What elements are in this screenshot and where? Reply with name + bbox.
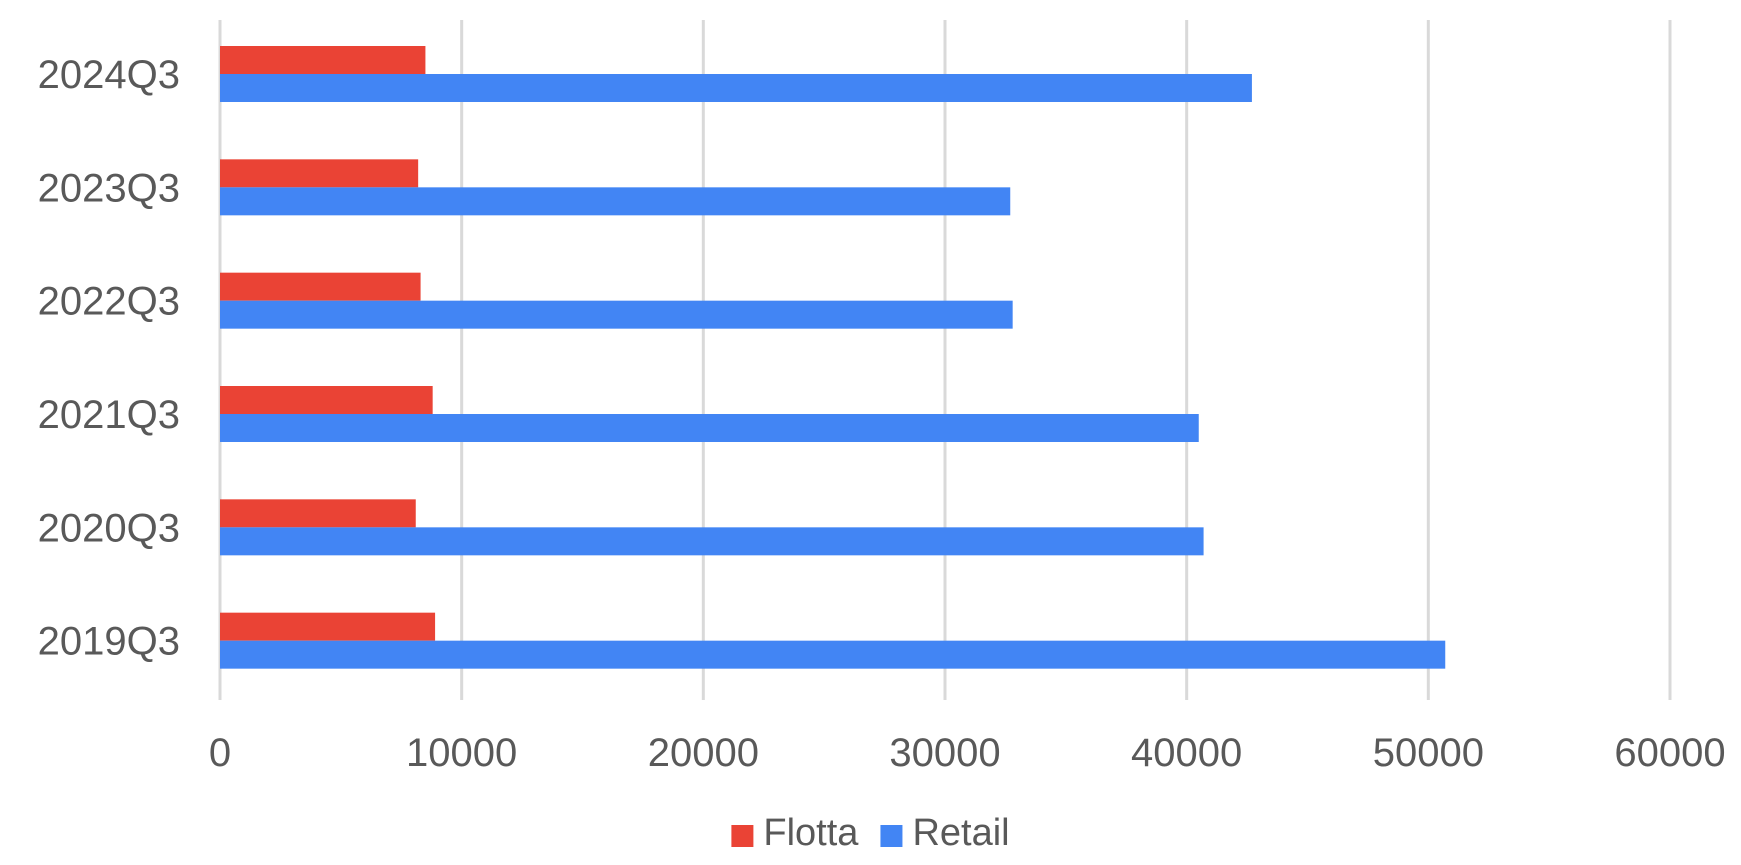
x-tick-label-20000: 20000	[648, 731, 759, 775]
bar-retail-2022q3	[220, 300, 1013, 329]
bar-flotta-2022q3	[220, 272, 421, 301]
legend-label-retail: Retail	[912, 812, 1009, 854]
category-label-2021q3: 2021Q3	[38, 393, 180, 437]
value-axis: 0 10000 20000 30000 40000 50000 60000	[209, 731, 1726, 775]
bar-flotta-2020q3	[220, 499, 416, 528]
category-label-2023q3: 2023Q3	[38, 166, 180, 210]
x-tick-label-10000: 10000	[406, 731, 517, 775]
x-tick-label-50000: 50000	[1373, 731, 1484, 775]
bar-flotta-2021q3	[220, 386, 433, 414]
bar-retail-2024q3	[220, 74, 1252, 102]
legend-swatch-retail	[880, 825, 903, 847]
bar-retail-2020q3	[220, 527, 1204, 556]
category-label-2020q3: 2020Q3	[38, 506, 180, 550]
gridlines	[218, 20, 1672, 700]
bar-retail-2023q3	[220, 187, 1011, 216]
legend: Flotta Retail	[731, 812, 1010, 854]
category-label-2022q3: 2022Q3	[38, 280, 180, 324]
bar-flotta-2019q3	[220, 612, 436, 641]
bar-retail-2021q3	[220, 414, 1199, 442]
x-tick-label-30000: 30000	[889, 731, 1000, 775]
category-axis: 2024Q3 2023Q3 2022Q3 2021Q3 2020Q3 2019Q3	[38, 53, 180, 664]
bar-retail-2019q3	[220, 640, 1446, 669]
bar-flotta-2024q3	[220, 46, 426, 74]
legend-label-flotta: Flotta	[763, 812, 859, 854]
legend-swatch-flotta	[731, 825, 754, 847]
x-tick-label-0: 0	[209, 731, 231, 775]
category-label-2024q3: 2024Q3	[38, 53, 180, 97]
category-label-2019q3: 2019Q3	[38, 620, 180, 664]
bar-flotta-2023q3	[220, 159, 419, 188]
legend-item-retail: Retail	[880, 812, 1010, 854]
x-tick-label-60000: 60000	[1614, 731, 1725, 775]
legend-item-flotta: Flotta	[731, 812, 859, 854]
x-tick-label-40000: 40000	[1131, 731, 1242, 775]
bars	[220, 46, 1446, 669]
